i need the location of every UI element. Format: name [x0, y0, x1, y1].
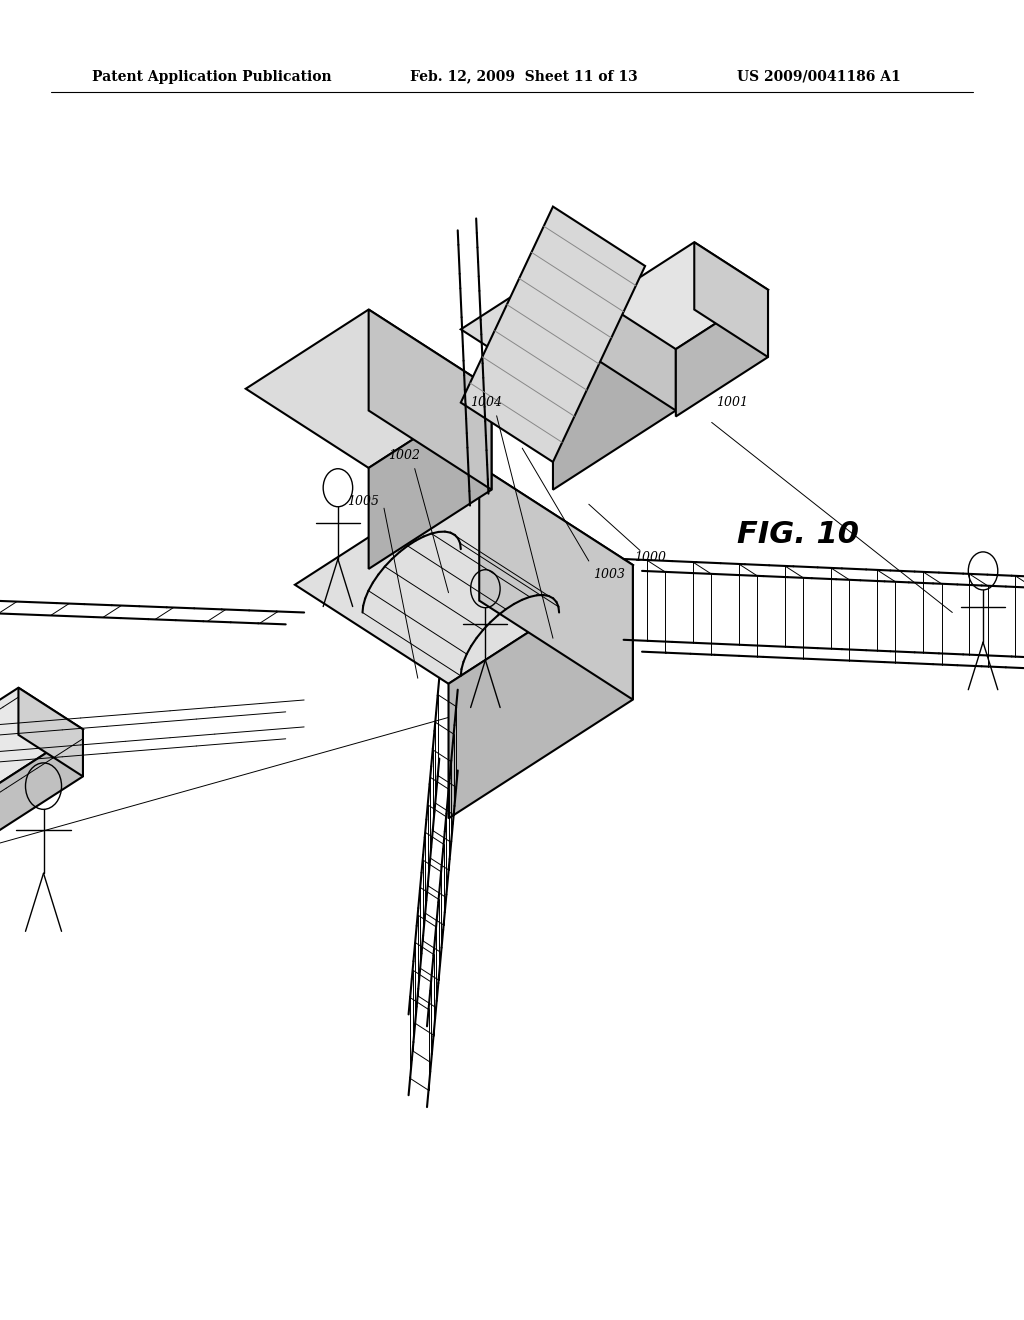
Polygon shape	[553, 310, 676, 490]
Text: 1004: 1004	[470, 396, 503, 409]
Polygon shape	[449, 565, 633, 818]
Polygon shape	[0, 729, 83, 846]
Polygon shape	[369, 310, 492, 490]
Polygon shape	[0, 688, 83, 799]
Polygon shape	[676, 290, 768, 417]
Text: FIG. 10: FIG. 10	[737, 520, 859, 549]
Polygon shape	[479, 466, 633, 700]
Text: 1002: 1002	[388, 449, 421, 462]
Text: 1000: 1000	[634, 550, 667, 564]
Text: US 2009/0041186 A1: US 2009/0041186 A1	[737, 70, 901, 83]
Polygon shape	[694, 243, 768, 356]
Text: 1003: 1003	[593, 568, 626, 581]
Polygon shape	[246, 310, 492, 469]
Polygon shape	[18, 688, 83, 776]
Polygon shape	[461, 251, 676, 389]
Polygon shape	[461, 207, 645, 462]
Text: Patent Application Publication: Patent Application Publication	[92, 70, 332, 83]
Polygon shape	[602, 243, 768, 350]
Polygon shape	[584, 251, 676, 411]
Text: 1001: 1001	[716, 396, 749, 409]
Text: 1005: 1005	[347, 495, 380, 508]
Text: Feb. 12, 2009  Sheet 11 of 13: Feb. 12, 2009 Sheet 11 of 13	[410, 70, 637, 83]
Polygon shape	[369, 389, 492, 569]
Polygon shape	[295, 466, 633, 684]
